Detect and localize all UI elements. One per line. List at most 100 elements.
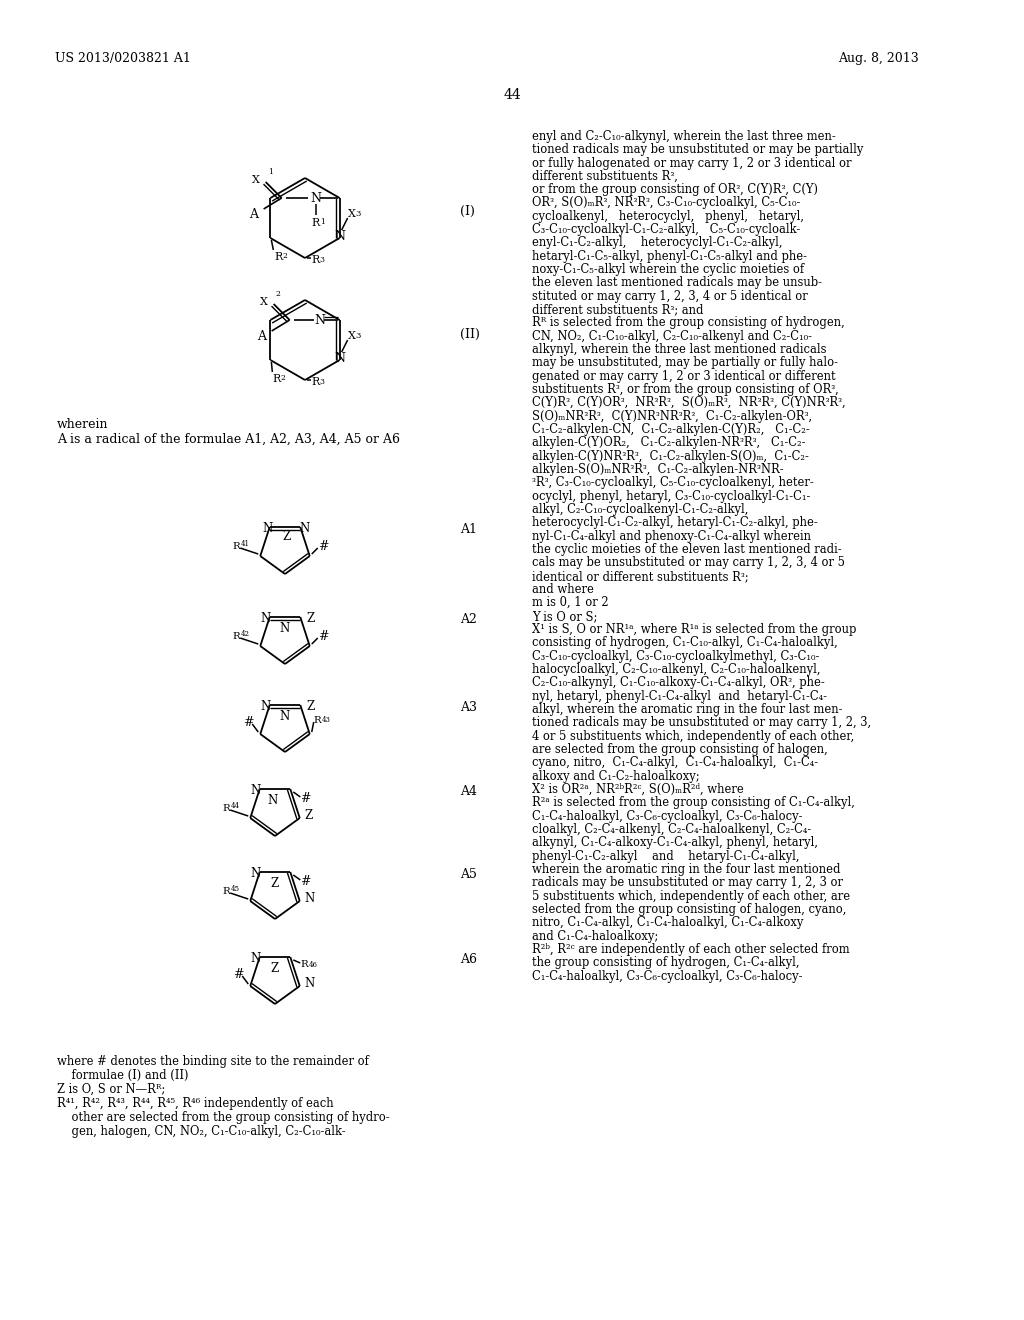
Text: nitro, C₁-C₄-alkyl, C₁-C₄-haloalkyl, C₁-C₄-alkoxy: nitro, C₁-C₄-alkyl, C₁-C₄-haloalkyl, C₁-… bbox=[532, 916, 804, 929]
Text: 4 or 5 substituents which, independently of each other,: 4 or 5 substituents which, independently… bbox=[532, 730, 854, 743]
Text: #: # bbox=[300, 792, 310, 805]
Text: X: X bbox=[252, 176, 260, 185]
Text: cyano, nitro,  C₁-C₄-alkyl,  C₁-C₄-haloalkyl,  C₁-C₄-: cyano, nitro, C₁-C₄-alkyl, C₁-C₄-haloalk… bbox=[532, 756, 818, 770]
Text: 46: 46 bbox=[308, 961, 317, 969]
Text: radicals may be unsubstituted or may carry 1, 2, 3 or: radicals may be unsubstituted or may car… bbox=[532, 876, 843, 888]
Text: consisting of hydrogen, C₁-C₁₀-alkyl, C₁-C₄-haloalkyl,: consisting of hydrogen, C₁-C₁₀-alkyl, C₁… bbox=[532, 636, 838, 649]
Text: ᶟRᶟ, C₃-C₁₀-cycloalkyl, C₅-C₁₀-cycloalkenyl, heter-: ᶟRᶟ, C₃-C₁₀-cycloalkyl, C₅-C₁₀-cycloalke… bbox=[532, 477, 814, 488]
Text: 44: 44 bbox=[230, 803, 240, 810]
Text: C₂-C₁₀-alkynyl, C₁-C₁₀-alkoxy-C₁-C₄-alkyl, ORᶟ, phe-: C₂-C₁₀-alkynyl, C₁-C₁₀-alkoxy-C₁-C₄-alky… bbox=[532, 676, 824, 689]
Text: cycloalkenyl,   heterocyclyl,   phenyl,   hetaryl,: cycloalkenyl, heterocyclyl, phenyl, heta… bbox=[532, 210, 804, 223]
Text: R: R bbox=[311, 378, 319, 387]
Text: A6: A6 bbox=[460, 953, 477, 966]
Text: R⁴¹, R⁴², R⁴³, R⁴⁴, R⁴⁵, R⁴⁶ independently of each: R⁴¹, R⁴², R⁴³, R⁴⁴, R⁴⁵, R⁴⁶ independent… bbox=[57, 1097, 334, 1110]
Text: wherein the aromatic ring in the four last mentioned: wherein the aromatic ring in the four la… bbox=[532, 863, 841, 876]
Text: alkylen-C(Y)NRᶟRᶟ,  C₁-C₂-alkylen-S(O)ₘ,  C₁-C₂-: alkylen-C(Y)NRᶟRᶟ, C₁-C₂-alkylen-S(O)ₘ, … bbox=[532, 450, 809, 463]
Text: A1: A1 bbox=[460, 523, 477, 536]
Text: A: A bbox=[257, 330, 265, 342]
Text: 5 substituents which, independently of each other, are: 5 substituents which, independently of e… bbox=[532, 890, 850, 903]
Text: the group consisting of hydrogen, C₁-C₄-alkyl,: the group consisting of hydrogen, C₁-C₄-… bbox=[532, 956, 800, 969]
Text: enyl and C₂-C₁₀-alkynyl, wherein the last three men-: enyl and C₂-C₁₀-alkynyl, wherein the las… bbox=[532, 129, 836, 143]
Text: A4: A4 bbox=[460, 785, 477, 799]
Text: R: R bbox=[272, 374, 281, 384]
Text: alkynyl, C₁-C₄-alkoxy-C₁-C₄-alkyl, phenyl, hetaryl,: alkynyl, C₁-C₄-alkoxy-C₁-C₄-alkyl, pheny… bbox=[532, 836, 818, 849]
Text: #: # bbox=[317, 540, 329, 553]
Text: R: R bbox=[222, 887, 230, 895]
Text: A2: A2 bbox=[460, 612, 477, 626]
Text: C(Y)Rᶟ, C(Y)ORᶟ,  NRᶟRᶟ,  S(O)ₘRᶟ,  NRᶟRᶟ, C(Y)NRᶟRᶟ,: C(Y)Rᶟ, C(Y)ORᶟ, NRᶟRᶟ, S(O)ₘRᶟ, NRᶟRᶟ, … bbox=[532, 396, 846, 409]
Text: (II): (II) bbox=[460, 327, 480, 341]
Text: alkyl, C₂-C₁₀-cycloalkenyl-C₁-C₂-alkyl,: alkyl, C₂-C₁₀-cycloalkenyl-C₁-C₂-alkyl, bbox=[532, 503, 749, 516]
Text: tioned radicals may be unsubstituted or may carry 1, 2, 3,: tioned radicals may be unsubstituted or … bbox=[532, 715, 871, 729]
Text: the cyclic moieties of the eleven last mentioned radi-: the cyclic moieties of the eleven last m… bbox=[532, 543, 842, 556]
Text: tioned radicals may be unsubstituted or may be partially: tioned radicals may be unsubstituted or … bbox=[532, 143, 863, 156]
Text: C₁-C₂-alkylen-CN,  C₁-C₂-alkylen-C(Y)R₂,   C₁-C₂-: C₁-C₂-alkylen-CN, C₁-C₂-alkylen-C(Y)R₂, … bbox=[532, 422, 810, 436]
Text: N: N bbox=[260, 701, 270, 714]
Text: the eleven last mentioned radicals may be unsub-: the eleven last mentioned radicals may b… bbox=[532, 276, 822, 289]
Text: R: R bbox=[222, 804, 230, 813]
Text: 2: 2 bbox=[275, 290, 281, 298]
Text: Z is O, S or N—Rᴿ;: Z is O, S or N—Rᴿ; bbox=[57, 1082, 165, 1096]
Text: N: N bbox=[251, 784, 261, 797]
Text: N: N bbox=[262, 523, 272, 536]
Text: alkyl, wherein the aromatic ring in the four last men-: alkyl, wherein the aromatic ring in the … bbox=[532, 704, 843, 715]
Text: stituted or may carry 1, 2, 3, 4 or 5 identical or: stituted or may carry 1, 2, 3, 4 or 5 id… bbox=[532, 290, 808, 304]
Text: Z: Z bbox=[271, 878, 280, 891]
Text: Z: Z bbox=[306, 701, 314, 714]
Text: enyl-C₁-C₂-alkyl,    heterocyclyl-C₁-C₂-alkyl,: enyl-C₁-C₂-alkyl, heterocyclyl-C₁-C₂-alk… bbox=[532, 236, 782, 249]
Text: N: N bbox=[260, 612, 270, 626]
Text: 43: 43 bbox=[322, 715, 331, 725]
Text: N: N bbox=[305, 891, 315, 904]
Text: S(O)ₘNRᶟRᶟ,  C(Y)NRᶟNRᶟRᶟ,  C₁-C₂-alkylen-ORᶟ,: S(O)ₘNRᶟRᶟ, C(Y)NRᶟNRᶟRᶟ, C₁-C₂-alkylen-… bbox=[532, 411, 812, 422]
Text: 44: 44 bbox=[503, 88, 521, 102]
Text: N: N bbox=[268, 795, 279, 808]
Text: Z: Z bbox=[305, 809, 313, 821]
Text: CN, NO₂, C₁-C₁₀-alkyl, C₂-C₁₀-alkenyl and C₂-C₁₀-: CN, NO₂, C₁-C₁₀-alkyl, C₂-C₁₀-alkenyl an… bbox=[532, 330, 812, 343]
Text: substituents Rᶟ, or from the group consisting of ORᶟ,: substituents Rᶟ, or from the group consi… bbox=[532, 383, 839, 396]
Text: US 2013/0203821 A1: US 2013/0203821 A1 bbox=[55, 51, 190, 65]
Text: R: R bbox=[311, 218, 319, 228]
Text: different substituents Rᶟ,: different substituents Rᶟ, bbox=[532, 170, 678, 183]
Text: N: N bbox=[299, 523, 309, 536]
Text: where # denotes the binding site to the remainder of: where # denotes the binding site to the … bbox=[57, 1055, 369, 1068]
Text: alkylen-C(Y)OR₂,   C₁-C₂-alkylen-NRᶟRᶟ,   C₁-C₂-: alkylen-C(Y)OR₂, C₁-C₂-alkylen-NRᶟRᶟ, C₁… bbox=[532, 436, 806, 449]
Text: R: R bbox=[311, 255, 319, 265]
Text: N: N bbox=[280, 710, 290, 723]
Text: heterocyclyl-C₁-C₂-alkyl, hetaryl-C₁-C₂-alkyl, phe-: heterocyclyl-C₁-C₂-alkyl, hetaryl-C₁-C₂-… bbox=[532, 516, 818, 529]
Text: (I): (I) bbox=[460, 205, 475, 218]
Text: and where: and where bbox=[532, 583, 594, 597]
Text: cloalkyl, C₂-C₄-alkenyl, C₂-C₄-haloalkenyl, C₂-C₄-: cloalkyl, C₂-C₄-alkenyl, C₂-C₄-haloalken… bbox=[532, 822, 811, 836]
Text: or from the group consisting of ORᶟ, C(Y)Rᶟ, C(Y): or from the group consisting of ORᶟ, C(Y… bbox=[532, 183, 818, 195]
Text: 3: 3 bbox=[319, 378, 324, 385]
Text: 2: 2 bbox=[281, 374, 286, 381]
Text: C₁-C₄-haloalkyl, C₃-C₆-cycloalkyl, C₃-C₆-halocy-: C₁-C₄-haloalkyl, C₃-C₆-cycloalkyl, C₃-C₆… bbox=[532, 970, 803, 983]
Text: C₁-C₄-haloalkyl, C₃-C₆-cycloalkyl, C₃-C₆-halocy-: C₁-C₄-haloalkyl, C₃-C₆-cycloalkyl, C₃-C₆… bbox=[532, 810, 803, 822]
Text: N: N bbox=[251, 953, 261, 965]
Text: Rᴿ is selected from the group consisting of hydrogen,: Rᴿ is selected from the group consisting… bbox=[532, 315, 845, 329]
Text: ocyclyl, phenyl, hetaryl, C₃-C₁₀-cycloalkyl-C₁-C₁-: ocyclyl, phenyl, hetaryl, C₃-C₁₀-cycloal… bbox=[532, 490, 810, 503]
Text: are selected from the group consisting of halogen,: are selected from the group consisting o… bbox=[532, 743, 827, 756]
Text: X¹ is S, O or NR¹ᵃ, where R¹ᵃ is selected from the group: X¹ is S, O or NR¹ᵃ, where R¹ᵃ is selecte… bbox=[532, 623, 856, 636]
Text: N: N bbox=[310, 191, 322, 205]
Text: identical or different substituents Rᶟ;: identical or different substituents Rᶟ; bbox=[532, 570, 749, 583]
Text: 1: 1 bbox=[267, 168, 272, 176]
Text: alkylen-S(O)ₘNRᶟRᶟ,  C₁-C₂-alkylen-NRᶟNR-: alkylen-S(O)ₘNRᶟRᶟ, C₁-C₂-alkylen-NRᶟNR- bbox=[532, 463, 783, 477]
Text: cals may be unsubstituted or may carry 1, 2, 3, 4 or 5: cals may be unsubstituted or may carry 1… bbox=[532, 556, 845, 569]
Text: 1: 1 bbox=[319, 218, 325, 226]
Text: X: X bbox=[260, 297, 267, 308]
Text: R²ᵇ, R²ᶜ are independently of each other selected from: R²ᵇ, R²ᶜ are independently of each other… bbox=[532, 942, 850, 956]
Text: #: # bbox=[243, 715, 254, 729]
Text: formulae (I) and (II): formulae (I) and (II) bbox=[57, 1069, 188, 1082]
Text: R: R bbox=[232, 631, 240, 640]
Text: A3: A3 bbox=[460, 701, 477, 714]
Text: Y is O or S;: Y is O or S; bbox=[532, 610, 597, 623]
Text: may be unsubstituted, may be partially or fully halo-: may be unsubstituted, may be partially o… bbox=[532, 356, 838, 370]
Text: 41: 41 bbox=[241, 540, 249, 548]
Text: #: # bbox=[317, 630, 329, 643]
Text: hetaryl-C₁-C₅-alkyl, phenyl-C₁-C₅-alkyl and phe-: hetaryl-C₁-C₅-alkyl, phenyl-C₁-C₅-alkyl … bbox=[532, 249, 807, 263]
Text: N: N bbox=[305, 977, 315, 990]
Text: R: R bbox=[313, 715, 322, 725]
Text: 2: 2 bbox=[283, 252, 288, 260]
Text: R²ᵃ is selected from the group consisting of C₁-C₄-alkyl,: R²ᵃ is selected from the group consistin… bbox=[532, 796, 855, 809]
Text: N: N bbox=[334, 352, 345, 366]
